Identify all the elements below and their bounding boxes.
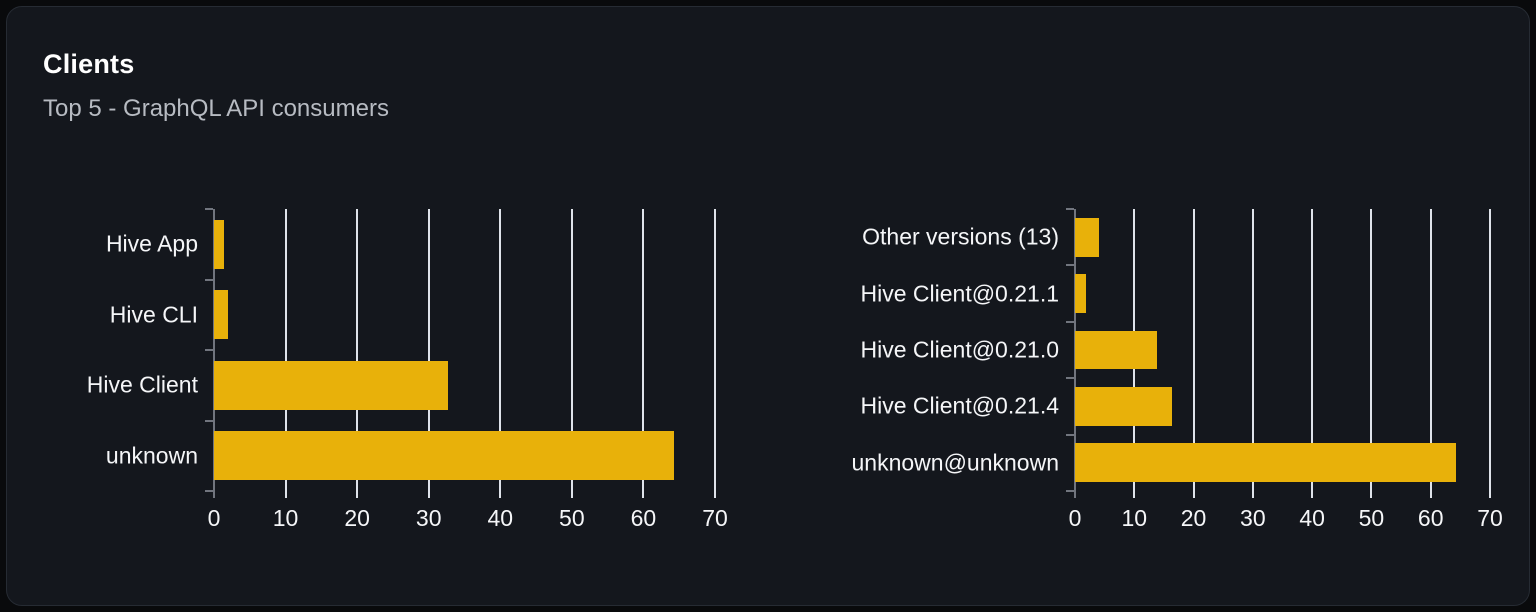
gridline <box>284 209 287 498</box>
gridline <box>356 209 359 498</box>
gridline <box>1251 209 1254 498</box>
bar[interactable] <box>214 219 225 269</box>
x-axis-tick-label: 60 <box>630 505 657 531</box>
bar[interactable] <box>1075 217 1099 257</box>
x-axis-tick-label: 0 <box>207 505 221 531</box>
gridline <box>1489 209 1491 498</box>
y-axis-tick <box>205 490 213 492</box>
category-label: Hive Client@0.21.0 <box>860 336 1060 363</box>
category-label: Hive Client <box>86 371 198 398</box>
y-axis-tick <box>205 419 213 422</box>
y-axis-tick <box>1066 208 1074 210</box>
clients-panel: Clients Top 5 - GraphQL API consumers 0 1… <box>6 6 1530 606</box>
x-axis-tick-label: 10 <box>272 505 299 531</box>
x-axis-tick-label: 70 <box>1477 505 1503 531</box>
gridline <box>1192 209 1195 498</box>
panel-title: Clients <box>43 49 135 79</box>
gridline <box>570 209 573 498</box>
bar[interactable] <box>1075 330 1157 370</box>
y-axis-tick <box>205 208 213 210</box>
category-label: Hive Client@0.21.4 <box>860 392 1060 419</box>
y-axis-tick <box>1066 433 1074 436</box>
bar[interactable] <box>214 290 229 340</box>
x-axis-tick-label: 40 <box>487 505 514 531</box>
gridline <box>714 209 716 498</box>
gridline <box>1370 209 1373 498</box>
x-axis-tick-label: 30 <box>415 505 442 531</box>
x-axis-tick-label: 50 <box>559 505 585 531</box>
clients-by-name-chart: 0 10 20 30 40 50 60 70 Hive App Hive CLI Hive Clie… <box>87 208 728 531</box>
x-axis-tick-label: 20 <box>1180 505 1207 531</box>
x-axis-tick-label: 20 <box>344 505 370 531</box>
gridline <box>642 209 645 498</box>
y-axis-tick <box>1066 264 1074 267</box>
bar[interactable] <box>1075 274 1087 314</box>
gridline <box>499 209 502 498</box>
x-axis-tick-label: 60 <box>1417 505 1444 531</box>
x-axis-tick-label: 10 <box>1121 505 1148 531</box>
y-axis-tick <box>1066 320 1074 323</box>
y-axis-line <box>213 209 215 498</box>
gridline <box>1311 209 1314 498</box>
x-axis-tick-label: 70 <box>702 505 728 531</box>
clients-by-version-chart: 0 10 20 30 40 50 60 70 Other versions (13) Hive C… <box>852 208 1503 531</box>
y-axis-tick <box>1066 377 1074 380</box>
x-axis-tick-label: 50 <box>1358 505 1385 531</box>
x-axis-tick-label: 30 <box>1240 505 1266 531</box>
category-label: Other versions (13) <box>862 223 1059 250</box>
panel-subtitle: Top 5 - GraphQL API consumers <box>43 95 389 122</box>
x-axis-tick-label: 40 <box>1299 505 1325 531</box>
y-axis-tick <box>205 278 213 281</box>
category-label: Hive App <box>105 230 198 257</box>
bar[interactable] <box>214 431 675 481</box>
category-label: unknown <box>105 442 198 469</box>
category-label: unknown@unknown <box>851 449 1059 476</box>
bar[interactable] <box>214 360 449 410</box>
gridline <box>427 209 430 498</box>
category-label: Hive Client@0.21.1 <box>860 280 1060 307</box>
y-axis-tick <box>205 349 213 351</box>
x-axis-tick-label: 0 <box>1068 505 1082 531</box>
gridline <box>1429 209 1432 498</box>
bar[interactable] <box>1075 386 1172 426</box>
y-axis-tick <box>1066 490 1074 492</box>
bar[interactable] <box>1075 443 1457 483</box>
category-label: Hive CLI <box>109 301 198 328</box>
